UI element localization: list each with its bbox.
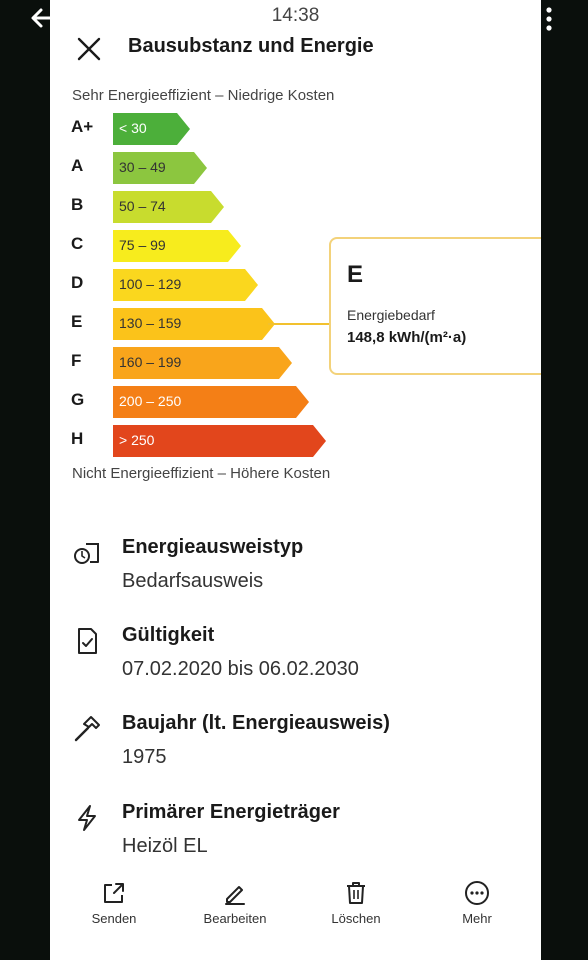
energy-class-range: 75 – 99 [119,237,166,253]
energy-class-letter: C [71,234,84,253]
energy-class-letter: B [71,195,84,214]
status-time: 14:38 [271,5,320,26]
overflow-menu-icon[interactable] [542,6,556,34]
energy-class-range: 30 – 49 [119,159,166,175]
energy-class-range: 160 – 199 [119,354,182,370]
energy-class-row: H > 250 [50,425,350,457]
delete-button[interactable]: Löschen [308,870,404,934]
info-title: Gültigkeit [122,624,215,646]
energy-class-row: F 160 – 199 [50,347,350,379]
result-value: 148,8 kWh/(m²·a) [347,329,467,346]
energy-class-letter: A+ [71,117,94,136]
info-value: 07.02.2020 bis 06.02.2030 [122,658,359,680]
energy-class-bar-shape [113,113,190,145]
energy-class-bar-shape [113,347,292,379]
document-check-icon [78,628,97,654]
energy-class-letter: E [71,312,83,331]
energy-class-row: D 100 – 129 [50,269,350,301]
close-icon[interactable] [76,36,102,62]
status-bar: 14:38 [50,0,541,30]
energy-class-letter: D [71,273,84,292]
info-item-energy-certificate-type: Energieausweistyp Bedarfsausweis [50,532,541,602]
send-label: Senden [91,911,137,926]
send-button[interactable]: Senden [66,870,162,934]
energy-class-range: 200 – 250 [119,393,182,409]
energy-class-bar-shape [113,269,258,301]
energy-class-row: A 30 – 49 [50,152,350,184]
energy-class-bar: > 250 [113,425,327,457]
energy-result-card: E Energiebedarf 148,8 kWh/(m²·a) [329,237,541,375]
edit-button[interactable]: Bearbeiten [187,870,283,934]
info-title: Baujahr (lt. Energieausweis) [122,712,390,734]
energy-class-bar-shape [113,386,309,418]
bottom-action-bar: Senden Bearbeiten Löschen Mehr [50,870,541,940]
delete-label: Löschen [331,911,381,926]
device-frame-left [0,0,50,960]
info-item-validity: Gültigkeit 07.02.2020 bis 06.02.2030 [50,620,541,690]
page-title: Bausubstanz und Energie [128,35,374,57]
energy-class-letter: A [71,156,84,175]
energy-class-range: 50 – 74 [119,198,166,214]
device-frame-right [541,0,588,960]
energy-class-bar: 200 – 250 [113,386,310,418]
pencil-icon [225,886,245,905]
result-connector-line [268,323,330,325]
energy-class-row: E 130 – 159 [50,308,350,340]
edit-label: Bearbeiten [203,911,267,926]
energy-class-bar: 130 – 159 [113,308,276,340]
more-label: Mehr [462,911,492,926]
energy-class-row: G 200 – 250 [50,386,350,418]
energy-class-bar-shape [113,308,275,340]
share-icon [104,883,124,903]
back-arrow-icon[interactable] [28,4,56,32]
energy-class-bar: 30 – 49 [113,152,208,184]
energy-class-bar-shape [113,191,224,223]
energy-class-row: C 75 – 99 [50,230,350,262]
energy-class-bar: < 30 [113,113,191,145]
info-value: Heizöl EL [122,835,208,857]
energy-class-bar-shape [113,152,207,184]
hammer-icon [74,716,100,742]
energy-class-letter: F [71,351,82,370]
info-title: Energieausweistyp [122,536,304,558]
energy-class-bar-shape [113,425,326,457]
lightning-icon [78,805,96,831]
info-item-primary-energy-source: Primärer Energieträger Heizöl EL [50,797,541,867]
more-icon [465,881,489,905]
scale-top-label: Sehr Energieeffizient – Niedrige Kosten [72,87,335,104]
info-title: Primärer Energieträger [122,801,340,823]
info-value: 1975 [122,746,167,768]
trash-icon [347,882,365,904]
energy-class-range: > 250 [119,432,155,448]
energy-class-letter: G [71,390,85,409]
more-button[interactable]: Mehr [429,870,525,934]
info-value: Bedarfsausweis [122,570,264,592]
energy-class-letter: H [71,429,84,448]
result-class: E [347,261,364,288]
info-item-construction-year: Baujahr (lt. Energieausweis) 1975 [50,708,541,778]
energy-class-bar: 50 – 74 [113,191,225,223]
energy-class-bar: 100 – 129 [113,269,259,301]
energy-class-bar: 75 – 99 [113,230,242,262]
energy-class-row: B 50 – 74 [50,191,350,223]
scale-bottom-label: Nicht Energieeffizient – Höhere Kosten [72,465,331,482]
energy-class-range: 100 – 129 [119,276,182,292]
energy-class-row: A+ < 30 [50,113,350,145]
energy-class-bar-shape [113,230,241,262]
energy-class-range: 130 – 159 [119,315,182,331]
energy-class-bar: 160 – 199 [113,347,293,379]
result-label: Energiebedarf [347,307,435,323]
certificate-icon [74,543,99,564]
energy-class-range: < 30 [119,120,147,136]
detail-sheet: 14:38 Bausubstanz und Energie Sehr Energ… [50,0,541,960]
header: Bausubstanz und Energie [50,30,541,70]
